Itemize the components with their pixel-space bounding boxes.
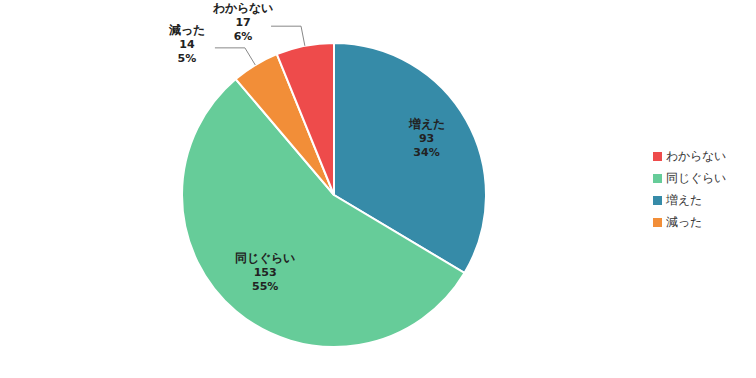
svg-text:同じぐらい15355%: 同じぐらい15355% [235, 251, 295, 293]
html-text:同じぐらい: 同じぐらい [666, 171, 726, 185]
svg-text:わからない176%: わからない176% [212, 1, 273, 43]
html-text:増えた: 増えた [666, 193, 702, 207]
html-text:減った: 減った [666, 215, 702, 229]
svg-text:減った145%: 減った145% [168, 23, 205, 65]
html-text:わからない: わからない [666, 149, 726, 163]
svg-text:増えた9334%: 増えた9334% [408, 117, 445, 159]
